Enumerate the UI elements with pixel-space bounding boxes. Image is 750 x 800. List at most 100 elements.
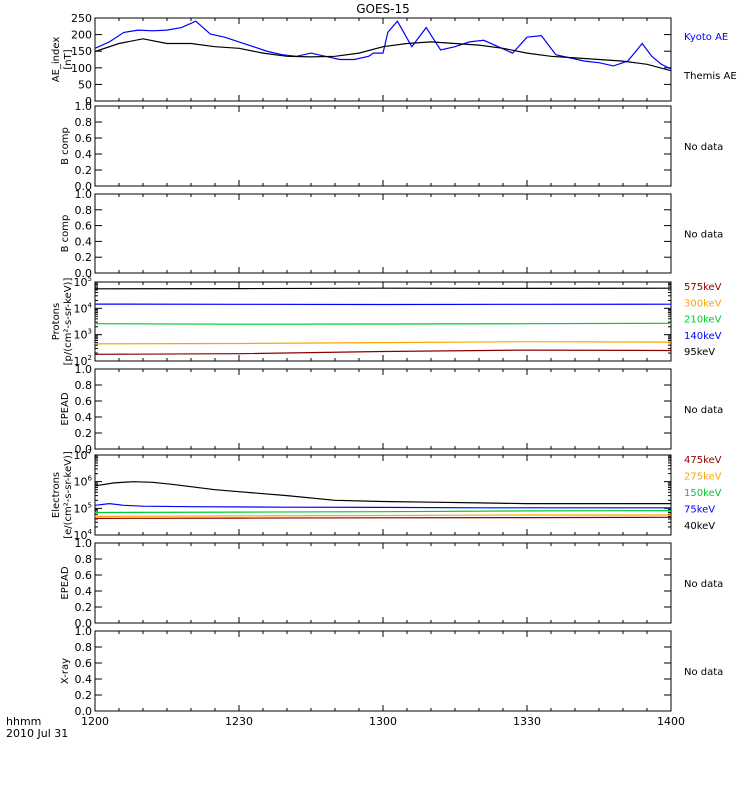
y-tick-label: 0.8 <box>75 116 93 129</box>
series-95kev <box>95 287 671 290</box>
y-tick-label: 0.2 <box>75 251 93 264</box>
y-tick-label: 104 <box>74 301 93 315</box>
y-tick-label: 0.4 <box>75 235 93 248</box>
panel-7: 0.0 0.2 0.4 0.6 0.8 1.0 EPEAD No data <box>60 537 723 630</box>
y-axis-label: Electrons <box>51 472 62 518</box>
y-tick-label: 1.0 <box>75 188 93 201</box>
y-axis-label: B comp <box>60 215 71 253</box>
y-tick-label: 100 <box>71 62 92 75</box>
x-tick-label: 1300 <box>369 715 397 728</box>
panel-frame <box>94 281 672 362</box>
y-tick-label: 150 <box>71 45 92 58</box>
y-tick-label: 0.2 <box>75 427 93 440</box>
panel-frame <box>94 105 672 187</box>
y-tick-label: 0.6 <box>75 395 93 408</box>
y-tick-label: 0 <box>85 95 92 108</box>
no-data-label: No data <box>684 230 723 241</box>
y-tick-label: 102 <box>74 354 92 368</box>
y-tick-label: 0.2 <box>75 164 93 177</box>
legend-95kev: 95keV <box>684 347 715 358</box>
y-axis-label: EPEAD <box>60 392 71 426</box>
panel-4: 102 103 104 105 Protons [p/(cm²-s-sr-keV)] 575… <box>51 275 722 368</box>
time-axis-unit: hhmm <box>6 715 41 728</box>
panel-frame <box>94 17 672 102</box>
panel-8: 0.0 0.2 0.4 0.6 0.8 1.0 X-ray No data <box>60 625 723 718</box>
y-axis-label: EPEAD <box>60 566 71 600</box>
y-tick-label: 1.0 <box>75 363 93 376</box>
y-axis-label: Protons <box>51 303 62 340</box>
y-tick-label: 106 <box>74 475 93 489</box>
y-tick-label: 0.4 <box>75 411 93 424</box>
y-tick-label: 0.8 <box>75 204 93 217</box>
series-475kev <box>95 516 671 520</box>
panel-2: 0.0 0.2 0.4 0.6 0.8 1.0 B comp No data <box>60 100 723 193</box>
y-tick-label: 0.8 <box>75 553 93 566</box>
x-tick-label: 1230 <box>225 715 253 728</box>
y-tick-label: 0.6 <box>75 132 93 145</box>
legend-themis-ae: Themis AE <box>683 71 737 82</box>
y-tick-label: 50 <box>78 78 92 91</box>
series-210kev <box>95 322 671 325</box>
series-themis-ae <box>95 38 671 72</box>
no-data-label: No data <box>684 579 723 590</box>
x-tick-label: 1200 <box>81 715 109 728</box>
y-tick-label: 0.4 <box>75 585 93 598</box>
no-data-label: No data <box>684 142 723 153</box>
y-tick-label: 0.6 <box>75 220 93 233</box>
y-tick-label: 0.6 <box>75 569 93 582</box>
series-575kev <box>95 349 671 355</box>
y-tick-label: 0.0 <box>75 617 93 630</box>
y-tick-label: 1.0 <box>75 100 93 113</box>
y-tick-label: 103 <box>74 328 92 342</box>
y-tick-label: 0.6 <box>75 657 93 670</box>
no-data-label: No data <box>684 667 723 678</box>
panel-3: 0.0 0.2 0.4 0.6 0.8 1.0 B comp No data <box>60 188 723 280</box>
series-300kev <box>95 341 671 345</box>
y-tick-label: 0.2 <box>75 601 93 614</box>
legend-275kev: 275keV <box>684 472 722 483</box>
y-tick-label: 1.0 <box>75 625 93 638</box>
time-axis-date: 2010 Jul 31 <box>6 727 68 740</box>
y-tick-label: 1.0 <box>75 537 93 550</box>
y-axis-label: B comp <box>60 127 71 165</box>
y-tick-label: 0.0 <box>75 267 93 280</box>
legend-150kev: 150keV <box>684 488 722 499</box>
series-275kev <box>95 514 671 518</box>
panel-5: 0.0 0.2 0.4 0.6 0.8 1.0 EPEAD No data <box>60 363 723 456</box>
y-tick-label: 0.4 <box>75 673 93 686</box>
x-tick-label: 1330 <box>513 715 541 728</box>
series-75kev <box>95 502 671 509</box>
y-axis-unit: [nT] <box>63 49 74 69</box>
panel-frame <box>94 630 672 712</box>
legend-475kev: 475keV <box>684 455 722 466</box>
legend-300kev: 300keV <box>684 298 722 309</box>
y-tick-label: 0.4 <box>75 148 93 161</box>
y-axis-unit: [e/(cm²-s-sr-keV)] <box>63 451 74 539</box>
y-tick-label: 107 <box>74 448 92 462</box>
panel-frame <box>94 368 672 450</box>
x-tick-label: 1400 <box>657 715 685 728</box>
y-axis-label: X-ray <box>60 658 71 684</box>
legend-75kev: 75keV <box>684 505 715 516</box>
y-tick-label: 0.2 <box>75 689 93 702</box>
panel-1: 0 50 100 150 200 250 AE_index [nT] Kyoto AE Themi… <box>51 12 737 108</box>
series-kyoto-ae <box>95 20 671 70</box>
legend-140kev: 140keV <box>684 331 722 342</box>
y-tick-label: 0.8 <box>75 379 93 392</box>
y-tick-label: 105 <box>74 275 92 289</box>
panel-frame <box>94 193 672 274</box>
y-tick-label: 0.0 <box>75 705 93 718</box>
y-tick-label: 105 <box>74 501 92 515</box>
legend-40kev: 40keV <box>684 521 715 532</box>
legend-kyoto-ae: Kyoto AE <box>684 32 728 43</box>
panel-frame <box>94 454 672 536</box>
panel-frame <box>94 542 672 624</box>
y-tick-label: 0.8 <box>75 641 93 654</box>
y-axis-label: AE_index <box>51 37 62 83</box>
legend-210kev: 210keV <box>684 315 722 326</box>
y-tick-label: 250 <box>71 12 92 25</box>
no-data-label: No data <box>684 405 723 416</box>
y-tick-label: 0.0 <box>75 443 93 456</box>
